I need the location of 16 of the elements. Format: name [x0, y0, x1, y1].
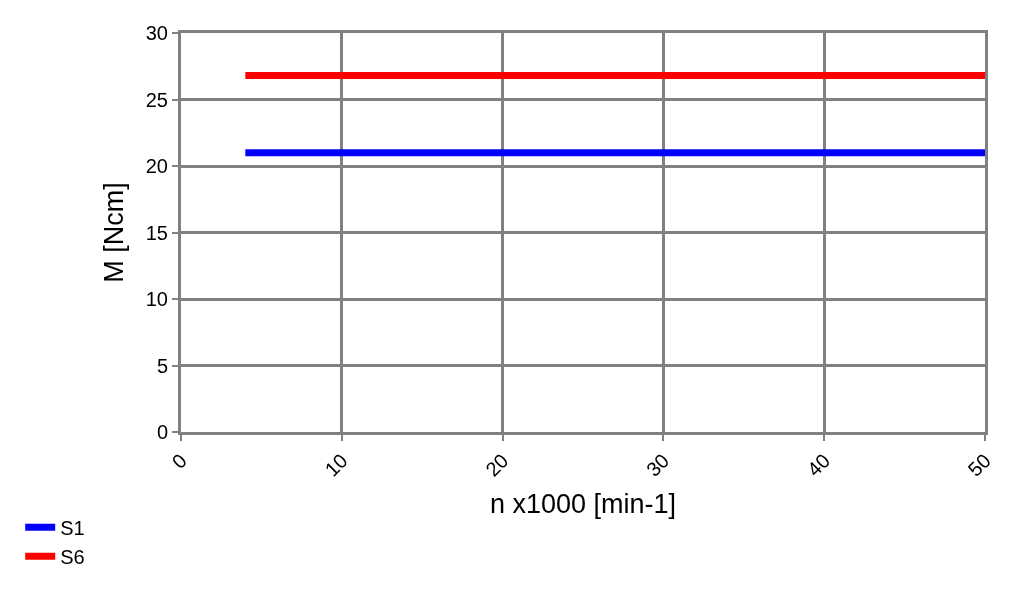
x-tick-label: 20 [481, 449, 513, 481]
x-tick-label: 40 [802, 449, 835, 481]
x-tick-label: 30 [642, 449, 674, 481]
legend-label: S6 [60, 546, 85, 569]
x-tick-label: 10 [320, 449, 352, 481]
y-tick-label: 0 [156, 421, 168, 443]
y-tick-label: 15 [145, 221, 168, 244]
y-tick-label: 5 [156, 354, 168, 377]
y-tick-label: 25 [145, 88, 168, 111]
y-tick-label: 10 [145, 288, 168, 310]
y-axis-title: M [Ncm] [98, 182, 129, 283]
legend-label: S1 [60, 517, 85, 540]
y-tick-label: 20 [145, 155, 168, 177]
y-tick-label: 30 [145, 22, 168, 44]
x-axis-title: n x1000 [min-1] [489, 489, 677, 520]
x-tick-label: 50 [963, 449, 995, 481]
